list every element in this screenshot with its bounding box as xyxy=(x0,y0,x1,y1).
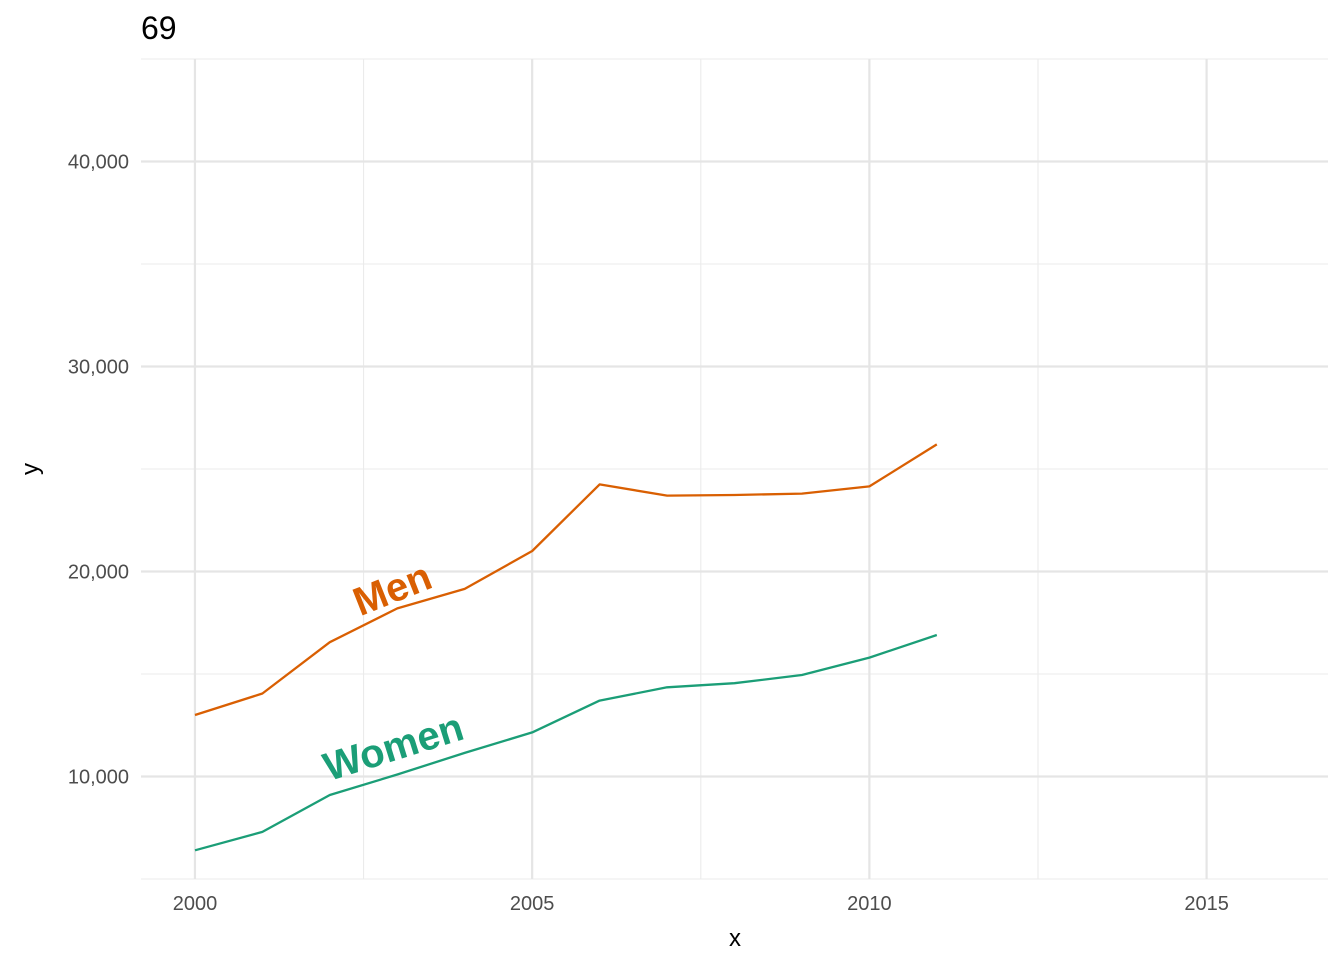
x-axis-tick-labels: 2000 2005 2010 2015 xyxy=(173,893,1229,915)
y-axis-tick-labels: 10,000 20,000 30,000 40,000 xyxy=(68,152,129,789)
series-line-men xyxy=(194,443,938,717)
major-gridlines xyxy=(141,59,1328,879)
series-lines xyxy=(194,443,938,852)
y-tick-label: 20,000 xyxy=(68,562,129,584)
series-line-women xyxy=(194,633,938,852)
y-axis-title: y xyxy=(17,463,44,475)
chart-title: 69 xyxy=(141,10,177,46)
y-tick-label: 40,000 xyxy=(68,152,129,174)
series-label-men: Men xyxy=(347,554,438,624)
x-axis-title: x xyxy=(729,925,741,952)
x-tick-label: 2005 xyxy=(510,893,555,915)
x-tick-label: 2010 xyxy=(847,893,892,915)
minor-gridlines xyxy=(141,58,1328,880)
y-tick-label: 10,000 xyxy=(68,767,129,789)
y-tick-label: 30,000 xyxy=(68,357,129,379)
x-tick-label: 2015 xyxy=(1184,893,1229,915)
x-tick-label: 2000 xyxy=(173,893,218,915)
